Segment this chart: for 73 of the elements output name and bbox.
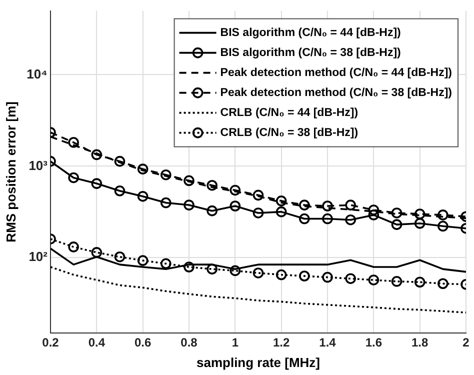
point [114,251,126,262]
point [299,270,310,282]
point [299,213,310,224]
point [206,180,218,191]
line-series [50,266,466,314]
point [252,208,264,218]
point [322,200,333,212]
point [137,190,148,202]
y-axis-title: RMS position error [m] [3,101,18,242]
point [391,208,402,218]
point [160,197,172,208]
y-tick-label: 10⁴ [26,66,48,82]
point [368,210,380,220]
point [68,242,79,252]
point [276,269,287,280]
point [345,214,356,226]
point [252,268,264,278]
point [206,205,218,216]
legend-label: CRLB (C/N₀ = 44 [dB-Hz]) [220,106,358,119]
point [368,204,380,216]
point [438,278,448,290]
point [276,196,287,206]
x-tick-label: 1.4 [319,336,336,350]
legend-label: BIS algorithm (C/N₀ = 38 [dB-Hz]) [220,46,402,59]
x-tick-label: 1 [232,336,239,350]
x-tick-label: 2 [462,336,470,350]
x-tick-label: 0.2 [42,336,60,350]
point [137,255,148,266]
x-tick-label: 1.8 [411,336,428,350]
point [414,208,426,220]
point [322,213,333,224]
point [230,184,241,196]
point [68,137,79,148]
point [414,276,426,288]
y-tick-label: 10² [28,249,48,264]
point [160,169,172,180]
point [438,210,448,220]
legend-label: CRLB (C/N₀ = 38 [dB-Hz]) [220,126,358,139]
x-tick-label: 0.8 [180,336,198,350]
x-axis-title: sampling rate [MHz] [196,354,320,370]
point [230,265,241,276]
point [184,262,194,272]
point [252,190,264,201]
legend-label: Peak detection method (C/N₀ = 38 [dB-Hz]) [220,86,452,99]
point [137,164,148,174]
y-tick-label: 10³ [28,158,48,173]
legend-label: BIS algorithm (C/N₀ = 44 [dB-Hz]) [220,26,402,39]
point [438,220,448,232]
point [184,175,194,186]
point [368,274,380,286]
x-tick-label: 0.6 [134,336,152,350]
point [114,185,126,196]
point [345,200,356,210]
point [345,273,356,284]
legend-label: Peak detection method (C/N₀ = 44 [dB-Hz]) [220,66,452,79]
point [114,156,126,167]
x-tick-label: 0.4 [88,336,106,350]
x-tick-label: 1.6 [365,336,382,350]
point [230,200,241,212]
point [91,247,102,258]
point [91,178,102,189]
point [391,219,402,230]
point [276,206,287,218]
point [68,172,79,184]
point [91,149,102,160]
point [184,200,194,210]
point [322,272,333,283]
point [414,218,426,229]
point [206,264,218,274]
point [391,276,402,287]
point [299,200,310,210]
point [160,258,172,270]
x-tick-label: 1.2 [272,336,290,350]
